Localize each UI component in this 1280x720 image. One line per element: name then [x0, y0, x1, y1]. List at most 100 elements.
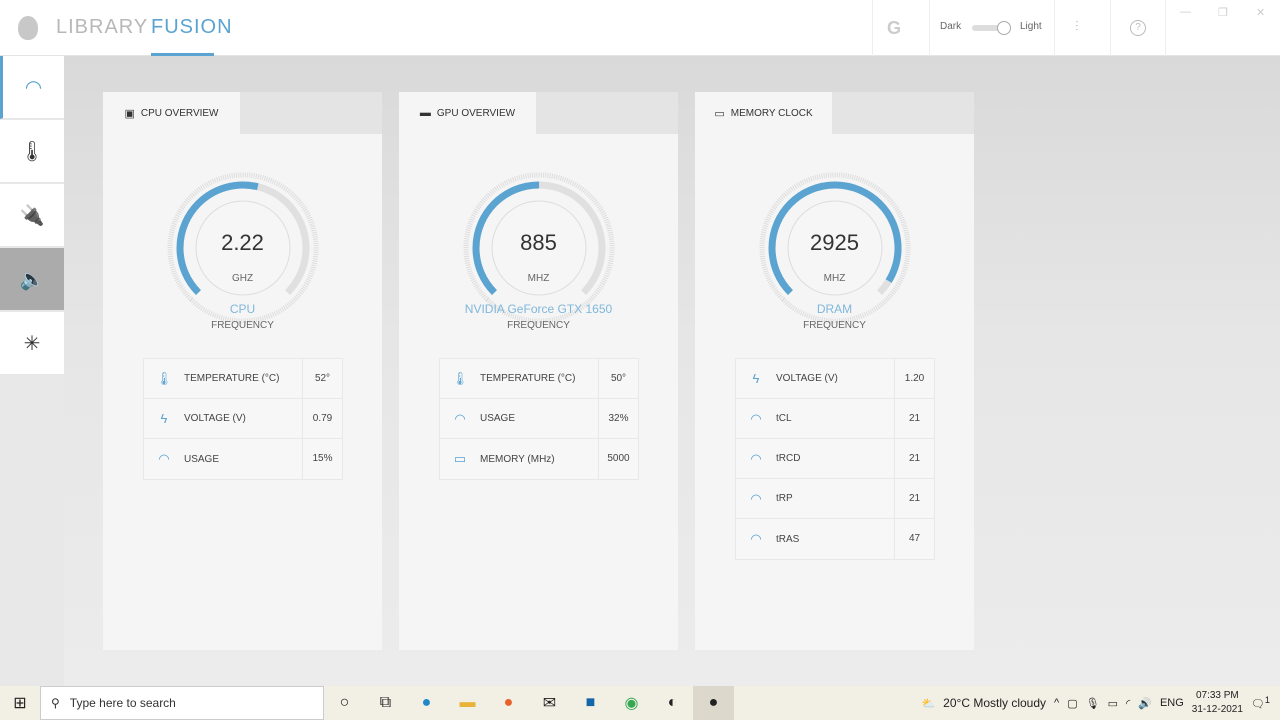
card-tab[interactable]: ▣ CPU OVERVIEW: [103, 92, 240, 134]
chrome-icon[interactable]: ◉: [624, 695, 639, 712]
card-tab[interactable]: ▭ MEMORY CLOCK: [695, 92, 832, 134]
gauge-fill: [472, 181, 606, 315]
gauge-inner: [195, 200, 291, 296]
stat-value: 21: [894, 478, 934, 519]
stats-table: 🌡 TEMPERATURE (°C) 50° ◠ USAGE 32% ▭ MEMORY (MH…: [439, 358, 639, 480]
weather-text[interactable]: 20°C Mostly cloudy: [943, 696, 1047, 710]
thermometer-icon: 🌡: [19, 140, 45, 163]
stat-value: 32%: [598, 398, 638, 439]
notification-icon[interactable]: 🗨1: [1250, 695, 1270, 711]
minimize-icon[interactable]: —: [1180, 6, 1191, 18]
gauge-icon: ◠: [454, 410, 466, 426]
stat-value: 52°: [302, 358, 342, 399]
gauge-label: FREQUENCY: [803, 320, 866, 331]
sidebar-item-lighting[interactable]: ✳: [0, 312, 64, 375]
weather-icon[interactable]: ⛅: [921, 697, 936, 710]
chevron-up-icon[interactable]: ^: [1054, 697, 1060, 709]
edge-icon[interactable]: ●: [421, 694, 432, 711]
language-indicator[interactable]: ENG: [1159, 697, 1184, 709]
time: 07:33 PM: [1195, 690, 1239, 701]
gauge-unit: GHZ: [231, 273, 254, 284]
divider: [929, 0, 930, 56]
gauge-inner: [787, 200, 883, 296]
stat-value: 1.20: [894, 358, 934, 399]
cortana-icon[interactable]: ○: [339, 694, 350, 711]
gauge-tick-ring: [759, 172, 911, 324]
cpu-chip-icon: ▣: [124, 107, 135, 120]
battery-icon[interactable]: ▭: [1107, 697, 1118, 710]
frequency-gauge: [167, 172, 319, 324]
taskbar: ⊞ ⚲ Type here to search ○ ⧉ ● ▬ ● ✉ ■ ◉ ◐…: [0, 686, 1280, 720]
sidebar-item-thermal[interactable]: 🌡: [0, 120, 64, 183]
gauge-icon: ◠: [750, 410, 762, 426]
tab-library[interactable]: LIBRARY: [56, 16, 149, 38]
memory-icon: ▭: [453, 451, 467, 466]
dell-icon[interactable]: ■: [585, 694, 596, 711]
restore-icon[interactable]: ❐: [1218, 7, 1228, 19]
clock[interactable]: 07:33 PM 31-12-2021: [1192, 689, 1243, 717]
stat-value: 5000: [598, 439, 638, 479]
wifi-icon[interactable]: ◜: [1125, 697, 1131, 710]
gauge-value: 2.22: [221, 230, 264, 255]
mail-icon[interactable]: ✉: [542, 695, 557, 712]
tab-fusion[interactable]: FUSION: [151, 16, 233, 38]
sidebar-item-power[interactable]: 🔌: [0, 184, 64, 247]
stat-row: ◠ USAGE 15%: [144, 439, 342, 479]
help-icon[interactable]: ?: [1130, 20, 1146, 36]
theme-toggle[interactable]: [972, 21, 1012, 35]
card-title: MEMORY CLOCK: [730, 107, 813, 119]
stat-label: VOLTAGE (V): [776, 373, 838, 384]
stat-value: 15%: [302, 439, 342, 479]
stat-label: tRAS: [776, 533, 800, 545]
g-logo-icon[interactable]: G: [887, 18, 902, 38]
device-name: CPU: [229, 302, 256, 316]
gauge-label: FREQUENCY: [507, 320, 570, 331]
gauge-icon: ◠: [158, 451, 170, 466]
card-header: ▣ CPU OVERVIEW: [103, 92, 382, 134]
card-header: ▬ GPU OVERVIEW: [399, 92, 678, 134]
card-title: GPU OVERVIEW: [436, 107, 516, 119]
gauge-inner: [491, 200, 587, 296]
active-tab-indicator: [151, 53, 214, 56]
thermometer-icon: 🌡: [451, 370, 469, 386]
app-icon[interactable]: ◐: [667, 694, 678, 711]
divider: [872, 0, 873, 56]
stat-label: USAGE: [184, 453, 220, 465]
search-placeholder: Type here to search: [69, 696, 176, 710]
camera-icon[interactable]: ▢: [1067, 697, 1078, 710]
gauge-unit: MHZ: [527, 273, 550, 284]
lightning-icon: ϟ: [752, 371, 760, 386]
gauge-icon: ◠: [750, 490, 762, 506]
overview-card: ▣ CPU OVERVIEW 2.22 GHZ CPU FREQUENCY 🌡 TE…: [103, 92, 382, 650]
taskbar-search[interactable]: ⚲ Type here to search: [40, 686, 324, 720]
stat-row: 🌡 TEMPERATURE (°C) 50°: [440, 358, 638, 399]
volume-icon[interactable]: 🔊: [1138, 697, 1152, 710]
gauge-unit: MHZ: [823, 273, 846, 284]
stat-value: 21: [894, 438, 934, 479]
microphone-icon[interactable]: 🎙: [1085, 697, 1100, 710]
stat-value: 47: [894, 519, 934, 559]
theme-light-label: Light: [1020, 21, 1042, 32]
close-icon[interactable]: ✕: [1256, 7, 1266, 19]
lighting-icon: ✳: [23, 332, 41, 355]
stat-label: MEMORY (MHz): [480, 453, 555, 465]
stat-row: ◠ USAGE 32%: [440, 398, 638, 439]
sliders-icon[interactable]: ⫶: [1075, 18, 1079, 34]
theme-dark-label: Dark: [940, 21, 962, 32]
file-explorer-icon[interactable]: ▬: [459, 694, 476, 711]
card-tab[interactable]: ▬ GPU OVERVIEW: [399, 92, 536, 134]
stat-row: ◠ tRCD 21: [736, 438, 934, 479]
windows-start-icon[interactable]: ⊞: [13, 695, 27, 712]
frequency-gauge: [759, 172, 911, 324]
task-view-icon[interactable]: ⧉: [379, 694, 392, 711]
sidebar-item-overclock[interactable]: ◠: [0, 56, 64, 119]
gauge-label: FREQUENCY: [211, 320, 274, 331]
firefox-icon[interactable]: ●: [503, 694, 514, 711]
overview-card: ▭ MEMORY CLOCK 2925 MHZ DRAM FREQUENCY ϟ V…: [695, 92, 974, 650]
stat-value: 0.79: [302, 398, 342, 439]
sidebar-item-audio[interactable]: 🔈: [0, 248, 64, 311]
alienware-command-center-icon[interactable]: ●: [693, 686, 734, 720]
stats-table: 🌡 TEMPERATURE (°C) 52° ϟ VOLTAGE (V) 0.79 ◠ USA…: [143, 358, 343, 480]
stat-value: 50°: [598, 358, 638, 399]
device-name: NVIDIA GeForce GTX 1650: [464, 302, 613, 316]
